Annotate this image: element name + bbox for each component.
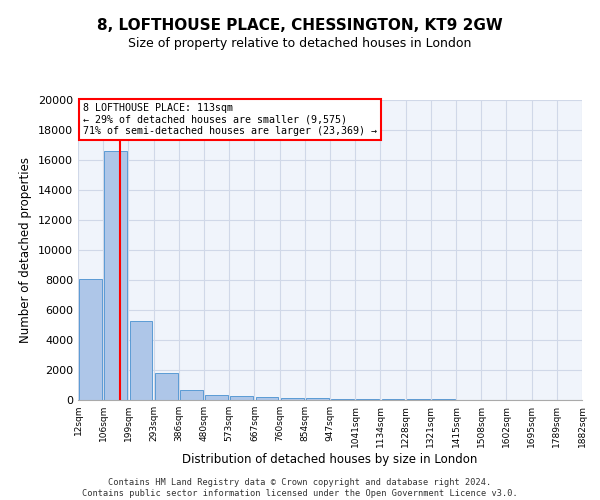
- Bar: [155, 373, 178, 400]
- Bar: [331, 398, 354, 400]
- Bar: [205, 395, 228, 400]
- Bar: [281, 398, 304, 400]
- Bar: [104, 151, 127, 400]
- Bar: [180, 390, 203, 400]
- Text: Size of property relative to detached houses in London: Size of property relative to detached ho…: [128, 38, 472, 51]
- Y-axis label: Number of detached properties: Number of detached properties: [19, 157, 32, 343]
- Bar: [79, 279, 102, 400]
- Bar: [230, 396, 253, 400]
- Bar: [256, 397, 278, 400]
- Bar: [356, 399, 379, 400]
- Text: 8, LOFTHOUSE PLACE, CHESSINGTON, KT9 2GW: 8, LOFTHOUSE PLACE, CHESSINGTON, KT9 2GW: [97, 18, 503, 32]
- Bar: [306, 398, 329, 400]
- Text: 8 LOFTHOUSE PLACE: 113sqm
← 29% of detached houses are smaller (9,575)
71% of se: 8 LOFTHOUSE PLACE: 113sqm ← 29% of detac…: [83, 103, 377, 136]
- Bar: [382, 399, 404, 400]
- X-axis label: Distribution of detached houses by size in London: Distribution of detached houses by size …: [182, 452, 478, 466]
- Text: Contains HM Land Registry data © Crown copyright and database right 2024.
Contai: Contains HM Land Registry data © Crown c…: [82, 478, 518, 498]
- Bar: [130, 320, 152, 400]
